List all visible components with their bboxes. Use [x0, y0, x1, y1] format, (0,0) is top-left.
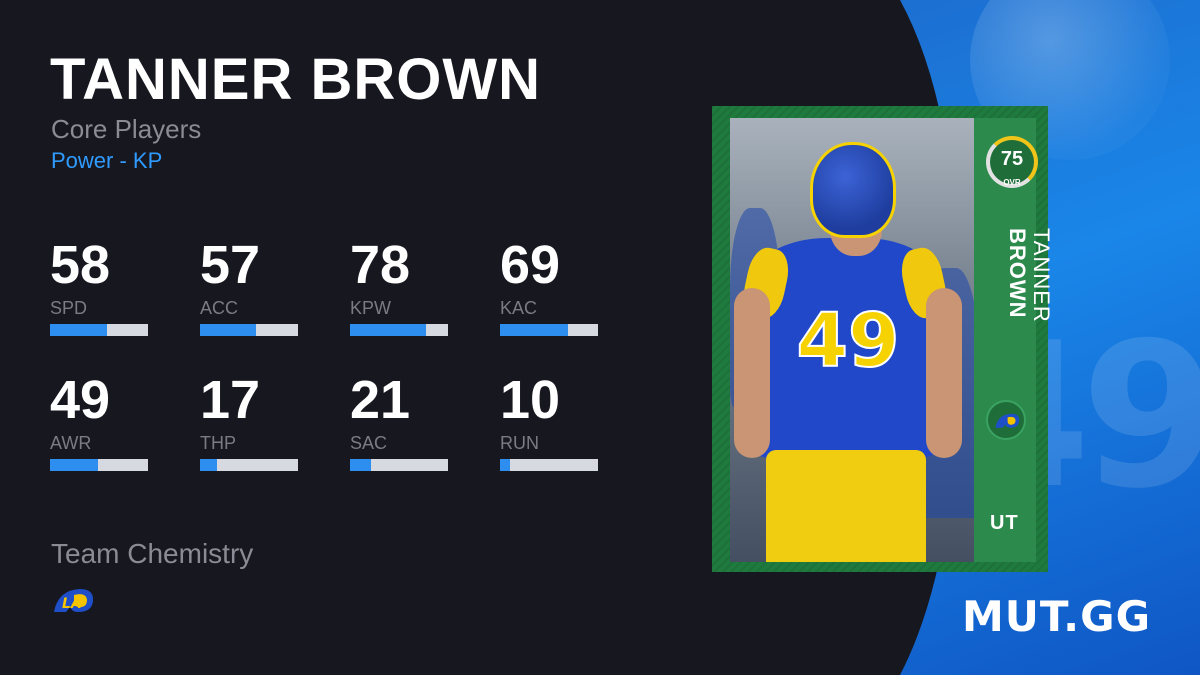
player-arm [926, 288, 962, 458]
stat-label: RUN [500, 433, 539, 453]
stat-label: KPW [350, 298, 392, 318]
card-ut-badge: UT [990, 512, 1019, 534]
card-player-name: TANNER BROWN [1005, 228, 1054, 323]
card-team-logo-icon [986, 400, 1026, 440]
stat-label: ACC [200, 298, 239, 318]
card-last-name: BROWN [1005, 228, 1030, 319]
stat-bar-fill [500, 459, 510, 471]
stat-bar [500, 324, 598, 336]
stat-kac: 69 KAC [500, 235, 600, 336]
player-card-photo: 49 [730, 118, 974, 562]
stat-bar-fill [350, 459, 371, 471]
stat-value: 58 [50, 235, 111, 295]
stat-bar [50, 324, 148, 336]
stat-value: 78 [350, 235, 411, 295]
stat-label: KAC [500, 298, 538, 318]
stat-bar [50, 459, 148, 471]
stat-bar [200, 324, 298, 336]
ovr-ring [986, 136, 1038, 188]
player-arm [734, 288, 770, 458]
svg-text:LA: LA [62, 596, 82, 612]
player-name: TANNER BROWN [50, 47, 541, 112]
stat-bar-fill [500, 324, 568, 336]
stat-value: 17 [200, 370, 261, 430]
archetype-label: Power - KP [51, 148, 163, 173]
stat-bar [500, 459, 598, 471]
stat-bar [350, 324, 448, 336]
stat-bar-fill [200, 324, 256, 336]
jersey-number: 49 [796, 297, 901, 385]
team-chemistry-title: Team Chemistry [51, 538, 254, 569]
stat-value: 49 [50, 370, 111, 430]
stat-run: 10 RUN [500, 370, 600, 471]
stat-bar-fill [200, 459, 217, 471]
stat-value: 57 [200, 235, 261, 295]
card-side-panel [974, 118, 1036, 562]
stat-bar [350, 459, 448, 471]
stat-label: AWR [50, 433, 92, 453]
stat-thp: 17 THP [200, 370, 300, 471]
stat-awr: 49 AWR [50, 370, 150, 471]
stat-label: SPD [50, 298, 88, 318]
program-name: Core Players [51, 114, 202, 144]
stat-label: SAC [350, 433, 388, 453]
stat-value: 10 [500, 370, 561, 430]
stat-value: 69 [500, 235, 561, 295]
stat-bar-fill [50, 459, 99, 471]
card-first-name: TANNER [1029, 228, 1054, 323]
stat-acc: 57 ACC [200, 235, 300, 336]
brand-logo[interactable]: MUT.GG [962, 592, 1152, 641]
card-ovr-label: OVR [1003, 178, 1021, 187]
stat-value: 21 [350, 370, 411, 430]
rams-logo-icon[interactable]: LA [50, 586, 96, 616]
stat-label: THP [200, 433, 236, 453]
stat-spd: 58 SPD [50, 235, 150, 336]
stat-bar-fill [50, 324, 107, 336]
stat-sac: 21 SAC [350, 370, 450, 471]
player-helmet [810, 142, 896, 238]
stat-bar-fill [350, 324, 427, 336]
stat-bar [200, 459, 298, 471]
card-ovr-value: 75 [1000, 148, 1024, 170]
player-pants [766, 450, 926, 562]
stat-kpw: 78 KPW [350, 235, 450, 336]
